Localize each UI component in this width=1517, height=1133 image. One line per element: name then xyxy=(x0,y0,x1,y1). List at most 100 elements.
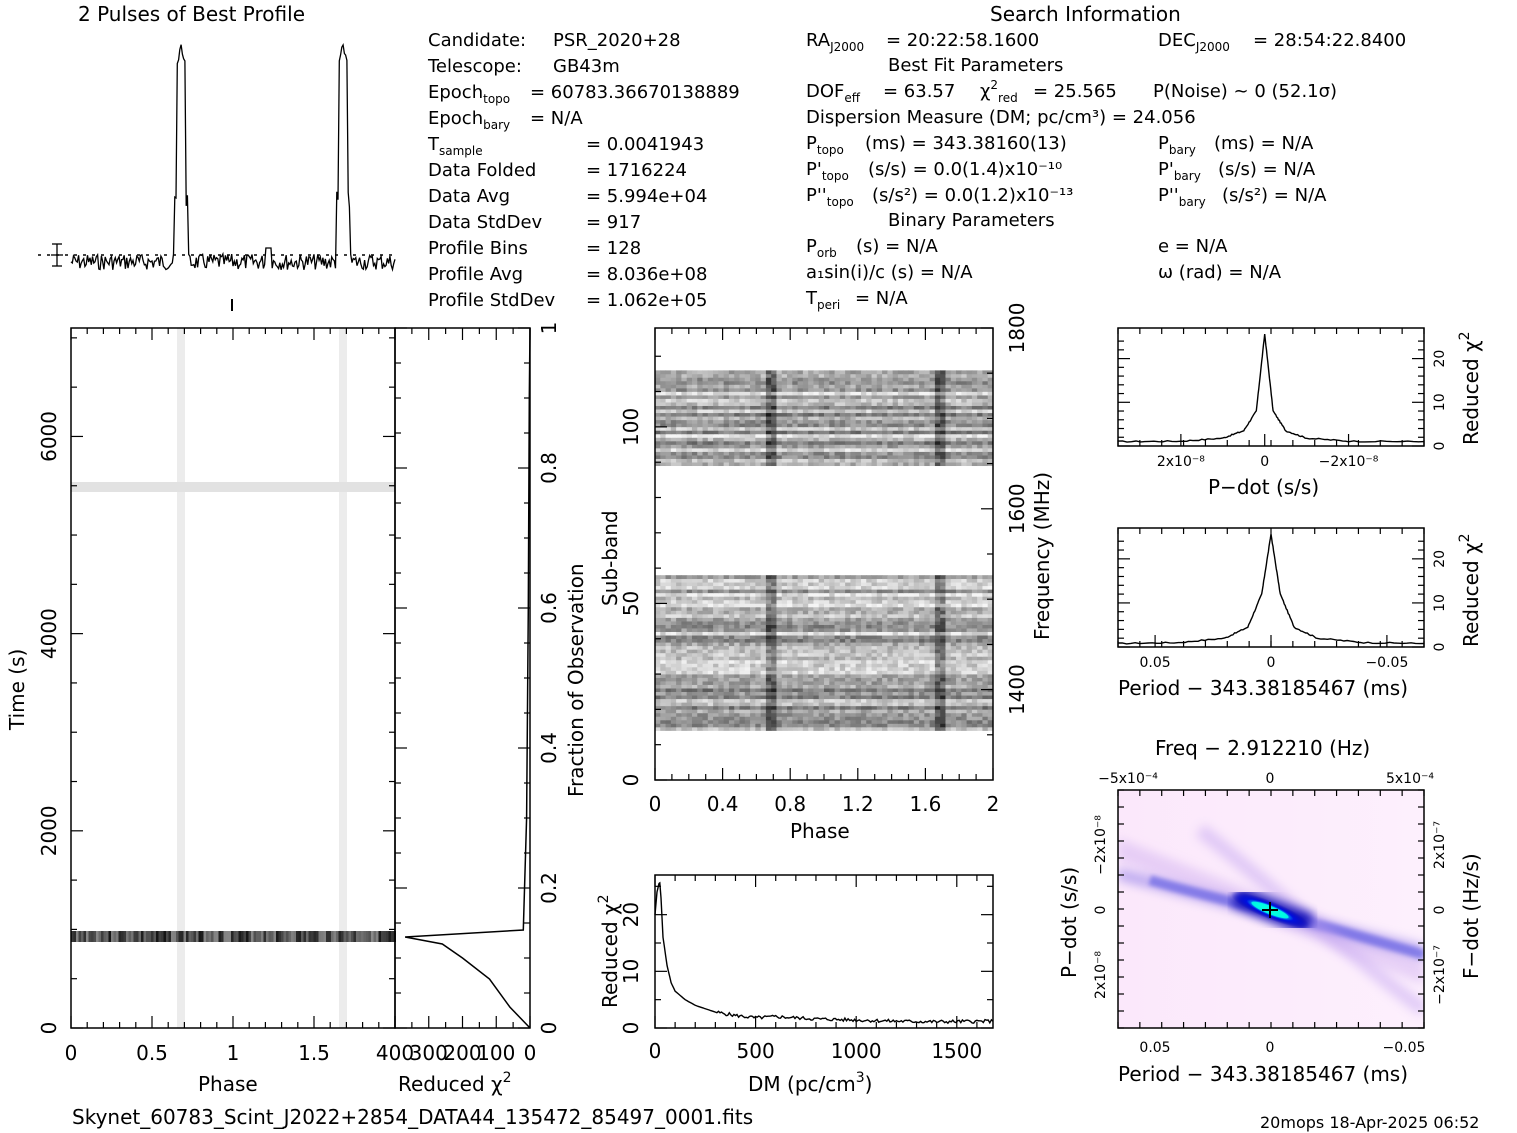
subband-cell xyxy=(707,395,714,399)
subband-cell xyxy=(956,599,962,604)
subband-cell xyxy=(876,585,883,590)
subband-cell xyxy=(845,373,851,378)
subband-cell xyxy=(665,409,672,414)
subband-cell xyxy=(792,603,799,608)
subband-cell xyxy=(977,606,983,611)
bright-row-cell xyxy=(126,931,129,942)
subband-cell xyxy=(818,388,825,392)
subband-cell xyxy=(913,684,920,689)
subband-cell xyxy=(850,433,857,438)
subband-cell xyxy=(686,614,693,618)
subband-cell xyxy=(887,652,894,657)
subband-cell xyxy=(866,402,873,406)
subband-cell xyxy=(665,589,672,594)
subband-cell xyxy=(966,377,973,382)
subband-cell xyxy=(876,398,883,403)
subband-cell xyxy=(966,624,973,629)
subband-cell xyxy=(781,670,788,675)
bright-row-cell xyxy=(211,931,214,942)
subband-cell xyxy=(787,405,793,410)
subband-cell xyxy=(982,398,989,403)
subband-cell xyxy=(876,370,883,375)
subband-cell xyxy=(787,667,793,671)
subband-cell xyxy=(750,688,756,693)
subband-cell xyxy=(903,606,909,611)
subband-cell xyxy=(771,402,777,406)
subband-cell xyxy=(945,405,952,410)
subband-cell xyxy=(728,370,735,375)
subband-cell xyxy=(913,705,920,710)
subband-cell xyxy=(950,698,957,703)
subband-cell xyxy=(808,444,814,449)
subband-cell xyxy=(860,391,867,396)
subband-cell xyxy=(945,373,952,378)
subband-cell xyxy=(792,426,799,431)
subband-cell xyxy=(876,391,883,396)
subband-cell xyxy=(676,670,682,675)
subband-cell xyxy=(860,589,867,594)
subband-cell xyxy=(829,409,836,414)
subband-cell xyxy=(892,663,899,668)
subband-cell xyxy=(697,606,704,611)
subband-cell xyxy=(787,444,793,449)
subband-cell xyxy=(824,596,830,601)
subband-cell xyxy=(771,670,777,675)
subband-cell xyxy=(723,575,730,580)
subband-cell xyxy=(839,606,846,611)
subband-cell xyxy=(818,380,825,385)
subband-cell xyxy=(808,638,814,643)
subband-cell xyxy=(855,589,862,594)
subband-cell xyxy=(765,606,772,611)
subband-cell xyxy=(808,455,814,459)
subband-cell xyxy=(850,391,857,396)
subband-cell xyxy=(686,642,693,647)
subband-cell xyxy=(977,430,983,435)
subband-cell xyxy=(956,631,962,636)
subband-cell xyxy=(934,695,941,700)
subband-cell xyxy=(660,416,667,421)
subband-cell xyxy=(818,585,825,590)
subband-cell xyxy=(787,681,793,685)
subband-cell xyxy=(713,684,719,689)
subband-cell xyxy=(834,610,841,615)
subband-cell xyxy=(950,702,957,707)
subband-cell xyxy=(908,451,915,456)
subband-cell xyxy=(718,575,725,580)
bright-row-cell xyxy=(353,931,356,942)
subband-cell xyxy=(697,384,704,389)
subband-cell xyxy=(739,716,746,721)
best-fit-title: Best Fit Parameters xyxy=(888,55,1063,76)
subband-cell xyxy=(691,373,698,378)
subband-cell xyxy=(670,575,677,580)
subband-cell xyxy=(744,606,751,611)
subband-cell xyxy=(887,430,894,435)
subband-cell xyxy=(903,659,909,664)
subband-cell xyxy=(829,705,836,710)
subband-cell xyxy=(940,606,946,611)
subband-cell xyxy=(765,684,772,689)
bright-row-cell xyxy=(323,931,326,942)
subband-cell xyxy=(860,716,867,721)
subband-cell xyxy=(676,610,682,615)
bright-row-cell xyxy=(161,931,164,942)
subband-cell xyxy=(829,667,836,671)
subband-cell xyxy=(850,716,857,721)
subband-cell xyxy=(808,681,814,685)
subband-cell xyxy=(744,621,751,625)
subband-cell xyxy=(750,370,756,375)
subband-cell xyxy=(871,727,878,731)
subband-cell xyxy=(792,458,799,463)
subband-cell xyxy=(924,624,931,629)
subband-cell xyxy=(871,451,878,456)
subband-cell xyxy=(660,599,667,604)
subband-cell xyxy=(755,642,762,647)
subband-cell xyxy=(887,688,894,693)
subband-cell xyxy=(945,388,952,392)
subband-cell xyxy=(665,592,672,597)
subband-cell xyxy=(887,433,894,438)
subband-cell xyxy=(776,645,783,650)
subband-cell xyxy=(892,709,899,714)
subband-cell xyxy=(977,716,983,721)
subband-cell xyxy=(787,430,793,435)
subband-cell xyxy=(681,441,688,445)
